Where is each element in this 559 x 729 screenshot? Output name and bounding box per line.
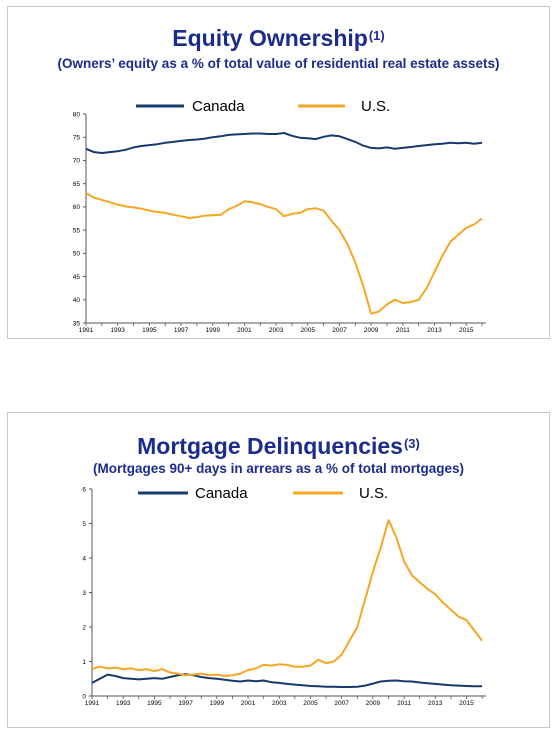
y-tick-label: 1 bbox=[82, 659, 86, 666]
x-tick-label: 2003 bbox=[272, 700, 287, 707]
y-tick-label: 0 bbox=[82, 693, 86, 700]
x-tick-label: 2013 bbox=[427, 327, 442, 334]
y-tick-label: 3 bbox=[82, 590, 86, 597]
x-tick-label: 1995 bbox=[142, 327, 157, 334]
series-line-us bbox=[85, 192, 483, 315]
x-tick-label: 1995 bbox=[147, 700, 162, 707]
chart-subtitle: (Owners’ equity as a % of total value of… bbox=[57, 56, 500, 71]
x-tick-label: 1997 bbox=[178, 700, 193, 707]
x-tick-label: 2007 bbox=[334, 700, 349, 707]
y-tick-label: 60 bbox=[73, 204, 81, 211]
y-tick-label: 40 bbox=[73, 297, 81, 304]
x-tick-label: 2011 bbox=[396, 327, 410, 334]
y-tick-label: 6 bbox=[82, 486, 86, 493]
x-tick-label: 2005 bbox=[303, 700, 318, 707]
chart-title: Equity Ownership(1) bbox=[172, 25, 385, 51]
y-tick-label: 70 bbox=[73, 158, 81, 165]
legend-label-canada: Canada bbox=[195, 485, 248, 502]
series-line-us bbox=[91, 519, 483, 677]
x-tick-label: 1999 bbox=[210, 700, 225, 707]
x-tick-label: 1991 bbox=[79, 327, 94, 334]
equity-ownership-panel: Equity Ownership(1) (Owners’ equity as a… bbox=[7, 6, 550, 339]
x-tick-label: 2015 bbox=[459, 700, 474, 707]
mortgage-delinquencies-panel: Mortgage Delinquencies(3) (Mortgages 90+… bbox=[7, 412, 550, 728]
x-tick-label: 1999 bbox=[205, 327, 220, 334]
legend-label-us: U.S. bbox=[359, 485, 388, 502]
x-tick-label: 2015 bbox=[459, 327, 474, 334]
legend-label-canada: Canada bbox=[192, 98, 245, 115]
equity-ownership-chart: 35 40 45 50 55 60 65 70 75 80 1991 1993 1995 1997 1999… bbox=[73, 98, 486, 334]
y-tick-label: 35 bbox=[73, 320, 81, 327]
y-tick-label: 4 bbox=[82, 555, 86, 562]
x-tick-label: 2005 bbox=[301, 327, 316, 334]
series-line-canada bbox=[91, 673, 483, 688]
legend-label-us: U.S. bbox=[361, 98, 390, 115]
x-tick-label: 2007 bbox=[332, 327, 347, 334]
y-tick-label: 55 bbox=[73, 227, 81, 234]
y-tick-label: 75 bbox=[73, 135, 81, 142]
x-tick-label: 1991 bbox=[85, 700, 100, 707]
y-tick-label: 50 bbox=[73, 251, 81, 258]
chart-title: Mortgage Delinquencies(3) bbox=[137, 433, 420, 459]
y-tick-label: 5 bbox=[82, 521, 86, 528]
series-line-canada bbox=[85, 132, 483, 154]
x-tick-label: 2001 bbox=[241, 700, 256, 707]
x-tick-label: 2011 bbox=[397, 700, 411, 707]
x-tick-label: 2003 bbox=[269, 327, 284, 334]
x-tick-label: 2001 bbox=[237, 327, 252, 334]
x-tick-label: 2013 bbox=[428, 700, 443, 707]
x-tick-label: 1993 bbox=[110, 327, 125, 334]
x-tick-label: 2009 bbox=[366, 700, 381, 707]
y-tick-label: 65 bbox=[73, 181, 81, 188]
x-tick-label: 1997 bbox=[174, 327, 189, 334]
x-tick-label: 2009 bbox=[364, 327, 379, 334]
y-tick-label: 2 bbox=[82, 624, 86, 631]
y-tick-label: 80 bbox=[73, 111, 81, 118]
y-tick-label: 45 bbox=[73, 274, 81, 281]
chart-subtitle: (Mortgages 90+ days in arrears as a % of… bbox=[93, 461, 464, 476]
x-tick-label: 1993 bbox=[116, 700, 131, 707]
mortgage-delinquencies-chart: 0 1 2 3 4 5 6 1991 1993 1995 1997 1999 2001 2003 2005 2… bbox=[82, 485, 486, 707]
